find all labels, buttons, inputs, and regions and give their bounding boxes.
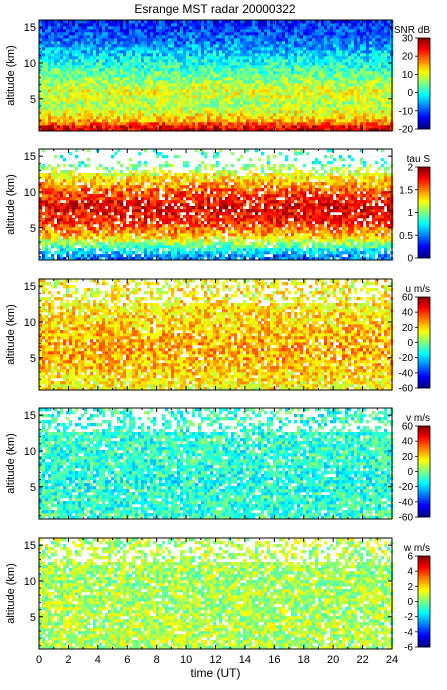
colorbar-tick-label: -20 [399, 353, 414, 364]
colorbar-tick-label: 10 [402, 70, 414, 81]
colorbar-tick-label: 0.5 [399, 231, 413, 242]
colorbar-tick-label: 40 [402, 437, 414, 448]
colorbar-w: w m/s6 4 2 0 -2 -4 -6 [403, 543, 431, 654]
heatmap-w [39, 538, 394, 650]
colorbar-tick-label: 4 [407, 567, 413, 578]
y-tick-label: 15 [24, 410, 36, 422]
colorbar-tick-label: -2 [404, 612, 413, 623]
y-axis-label: altitude (km) [5, 433, 17, 494]
colorbar-tick-label: 20 [402, 52, 414, 63]
colorbar-tick-label: -20 [399, 125, 414, 136]
y-tick-label: 10 [24, 317, 36, 329]
colorbar-label: w m/s [403, 543, 430, 554]
colorbar-tick-label: 0 [407, 467, 413, 478]
x-tick-label: 24 [386, 654, 398, 666]
colorbar-tick-label: 0 [407, 88, 413, 99]
colorbar-tick-label: -60 [399, 513, 414, 524]
colorbar-tick-label: -4 [404, 627, 413, 638]
colorbar-tick-label: 0 [407, 254, 413, 265]
x-tick-label: 2 [65, 654, 71, 666]
x-tick-label: 8 [154, 654, 160, 666]
y-tick-label: 15 [24, 22, 36, 34]
figure-title: Esrange MST radar 20000322 [134, 2, 296, 16]
colorbar-tick-label: -40 [399, 368, 414, 379]
colorbar-tick-label: -6 [404, 643, 413, 654]
colorbar-tick-label: 2 [407, 163, 413, 174]
colorbar-tick-label: 1 [407, 208, 413, 219]
x-axis-label: time (UT) [191, 666, 241, 680]
colorbar-tick-label: 0 [407, 597, 413, 608]
y-tick-label: 10 [24, 576, 36, 588]
colorbar-tick-label: 2 [407, 582, 413, 593]
colorbar-tick-label: 6 [407, 552, 413, 563]
y-tick-label: 5 [30, 353, 36, 365]
colorbar-label: SNR dB [394, 25, 430, 36]
colorbar-tick-label: -60 [399, 384, 414, 395]
y-tick-label: 15 [24, 540, 36, 552]
x-tick-label: 16 [268, 654, 280, 666]
y-tick-label: 10 [24, 446, 36, 458]
x-tick-label: 20 [327, 654, 339, 666]
x-tick-label: 0 [36, 654, 42, 666]
colorbar-tick-label: -10 [399, 106, 414, 117]
y-tick-label: 5 [30, 94, 36, 106]
colorbar-tau: tau S2 1.5 1 0.5 0 [399, 154, 431, 265]
colorbar-label: u m/s [406, 284, 430, 295]
x-tick-label: 14 [239, 654, 251, 666]
y-axis-label: altitude (km) [5, 304, 17, 365]
colorbar-u: u m/s60 40 20 0 -20 -40 -60 [399, 284, 431, 395]
colorbar-v: v m/s60 40 20 0 -20 -40 -60 [399, 413, 431, 524]
x-tick-label: 22 [356, 654, 368, 666]
panel-v: 5 10 15 altitude (km) v m/s60 40 20 0 -20 -40 -60 [5, 407, 431, 524]
colorbar-tick-label: 20 [402, 452, 414, 463]
heatmap-u [39, 279, 394, 391]
y-axis-label: altitude (km) [5, 563, 17, 624]
colorbar-tick-label: 1.5 [399, 185, 413, 196]
colorbar-tick-label: 0 [407, 338, 413, 349]
y-tick-label: 5 [30, 223, 36, 235]
y-axis-label: altitude (km) [5, 174, 17, 235]
panel-tau: 5 10 15 altitude (km) tau S2 1.5 1 0.5 0 [5, 148, 431, 265]
heatmap-tau [39, 149, 394, 261]
y-tick-label: 15 [24, 281, 36, 293]
y-tick-label: 5 [30, 482, 36, 494]
colorbar-label: tau S [407, 154, 431, 165]
heatmap-SNR [39, 20, 394, 132]
colorbar-tick-label: 40 [402, 308, 414, 319]
colorbar-tick-label: 60 [402, 422, 414, 433]
colorbar-tick-label: -40 [399, 497, 414, 508]
colorbar-tick-label: -20 [399, 482, 414, 493]
y-axis-label: altitude (km) [5, 45, 17, 106]
colorbar-tick-label: 20 [402, 323, 414, 334]
x-tick-label: 12 [209, 654, 221, 666]
panel-u: 5 10 15 altitude (km) u m/s60 40 20 0 -20 -40 -60 [5, 278, 431, 395]
y-tick-label: 10 [24, 187, 36, 199]
colorbar-tick-label: 30 [402, 34, 414, 45]
y-tick-label: 15 [24, 151, 36, 163]
x-tick-label: 4 [95, 654, 101, 666]
x-tick-label: 6 [124, 654, 130, 666]
x-tick-label: 18 [298, 654, 310, 666]
y-tick-label: 10 [24, 58, 36, 70]
y-tick-label: 5 [30, 612, 36, 624]
x-tick-label: 10 [180, 654, 192, 666]
heatmap-v [39, 408, 394, 520]
colorbar-label: v m/s [406, 413, 430, 424]
colorbar-tick-label: 60 [402, 293, 414, 304]
